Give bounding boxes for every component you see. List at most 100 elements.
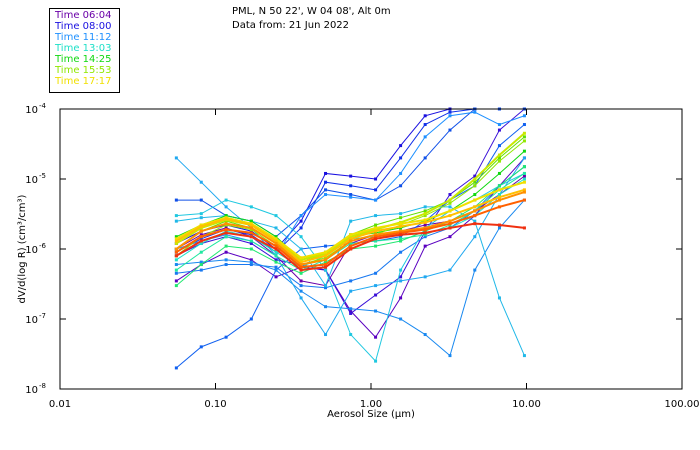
data-point <box>249 239 253 243</box>
plot-frame <box>59 108 683 390</box>
data-point <box>249 227 253 231</box>
data-point <box>349 219 353 223</box>
data-point <box>399 171 403 175</box>
data-point <box>274 254 278 258</box>
data-point <box>349 237 353 241</box>
chart-header: PML, N 50 22', W 04 08', Alt 0m Data fro… <box>232 5 391 33</box>
data-point <box>448 219 452 223</box>
x-tick-label: 1.00 <box>360 399 382 410</box>
data-point <box>299 265 303 269</box>
y-tick-label: 10 <box>25 105 38 116</box>
data-point <box>324 188 328 192</box>
data-point <box>423 218 427 222</box>
data-point <box>349 233 353 237</box>
legend-item: Time 08:00 <box>55 21 112 32</box>
data-point <box>349 193 353 197</box>
data-point <box>174 271 178 275</box>
x-tick-label: 100.00 <box>665 399 700 410</box>
data-point <box>174 258 178 262</box>
date-line: Data from: 21 Jun 2022 <box>232 20 350 31</box>
data-point <box>274 250 278 254</box>
data-point <box>199 237 203 241</box>
data-point <box>448 268 452 272</box>
data-point <box>274 241 278 245</box>
data-point <box>399 239 403 243</box>
data-point <box>473 193 477 197</box>
data-point <box>199 216 203 220</box>
data-point <box>448 110 452 114</box>
data-point <box>522 149 526 153</box>
data-point <box>224 227 228 231</box>
data-point <box>497 226 501 230</box>
data-point <box>448 209 452 213</box>
data-point <box>274 226 278 230</box>
data-point <box>473 235 477 239</box>
data-point <box>473 268 477 272</box>
data-point <box>299 296 303 300</box>
data-point <box>399 275 403 279</box>
data-point <box>423 226 427 230</box>
data-point <box>174 254 178 258</box>
data-point <box>249 219 253 223</box>
data-point <box>249 317 253 321</box>
data-point <box>374 177 378 181</box>
data-point <box>522 135 526 139</box>
data-point <box>199 198 203 202</box>
data-point <box>224 233 228 237</box>
data-point <box>522 190 526 194</box>
data-point <box>374 231 378 235</box>
data-point <box>199 233 203 237</box>
data-point <box>324 171 328 175</box>
data-point <box>324 260 328 264</box>
data-point <box>497 156 501 160</box>
data-point <box>522 177 526 181</box>
data-point <box>497 153 501 157</box>
data-point <box>423 220 427 224</box>
data-point <box>497 123 501 127</box>
data-point <box>249 235 253 239</box>
data-point <box>473 222 477 226</box>
location-line: PML, N 50 22', W 04 08', Alt 0m <box>232 6 391 17</box>
data-point <box>324 244 328 248</box>
data-point <box>399 296 403 300</box>
data-point <box>497 188 501 192</box>
data-point <box>399 268 403 272</box>
data-point <box>299 226 303 230</box>
data-point <box>448 205 452 209</box>
data-point <box>174 198 178 202</box>
data-point <box>399 233 403 237</box>
data-point <box>423 114 427 118</box>
data-point <box>274 244 278 248</box>
data-point <box>522 123 526 127</box>
data-point <box>423 205 427 209</box>
data-point <box>374 271 378 275</box>
data-point <box>448 226 452 230</box>
data-point <box>399 279 403 283</box>
data-point <box>448 222 452 226</box>
series-layer <box>174 107 526 370</box>
data-point <box>374 237 378 241</box>
data-point <box>199 235 203 239</box>
data-point <box>199 345 203 349</box>
data-point <box>249 226 253 230</box>
data-point <box>522 198 526 202</box>
data-point <box>299 279 303 283</box>
series-time-20-00 <box>174 222 526 272</box>
data-point <box>274 268 278 272</box>
y-tick-label: 10 <box>25 315 38 326</box>
data-point <box>199 212 203 216</box>
data-point <box>522 174 526 178</box>
data-point <box>522 354 526 358</box>
data-point <box>349 174 353 178</box>
data-point <box>324 333 328 337</box>
data-point <box>199 250 203 254</box>
y-tick-exponent: -6 <box>39 242 47 250</box>
data-point <box>299 271 303 275</box>
data-point <box>299 268 303 272</box>
data-point <box>374 284 378 288</box>
data-point <box>324 250 328 254</box>
data-point <box>399 235 403 239</box>
data-point <box>324 263 328 267</box>
